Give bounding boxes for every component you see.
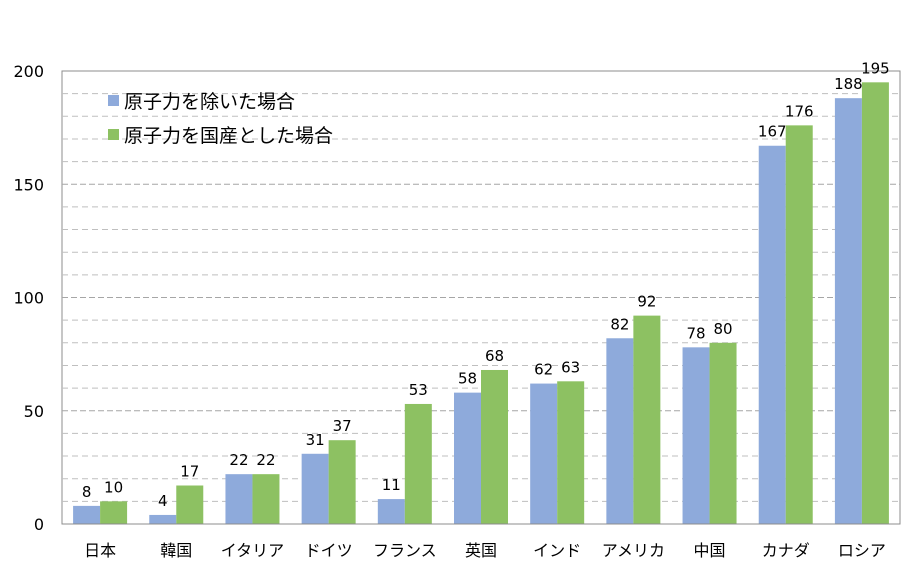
y-tick-label: 100 — [13, 289, 44, 308]
legend-swatch — [108, 129, 119, 140]
bar-nuclear-as-domestic — [709, 342, 737, 524]
x-category-label: インド — [533, 541, 581, 560]
bar-value-label: 78 — [686, 324, 705, 342]
x-category-label: アメリカ — [602, 541, 665, 560]
bar-value-label: 17 — [180, 462, 199, 480]
x-category-label: 日本 — [84, 541, 116, 560]
bar-nuclear-as-domestic — [481, 369, 508, 524]
bar-value-label: 92 — [637, 293, 656, 311]
y-tick-label: 150 — [13, 175, 44, 194]
bar-excluding-nuclear — [149, 514, 177, 524]
legend-swatch — [108, 95, 119, 106]
bar-nuclear-as-domestic — [404, 403, 432, 524]
bar-nuclear-as-domestic — [176, 485, 204, 524]
x-category-label: ドイツ — [305, 541, 353, 560]
x-category-label: 英国 — [465, 541, 497, 560]
bar-value-label: 188 — [834, 75, 863, 93]
bar-value-label: 62 — [534, 361, 553, 379]
bar-value-label: 176 — [785, 102, 814, 120]
bar-excluding-nuclear — [758, 145, 786, 524]
bar-value-label: 167 — [758, 123, 787, 141]
x-category-label: イタリア — [221, 541, 284, 560]
x-category-label: カナダ — [762, 541, 810, 560]
bar-excluding-nuclear — [301, 453, 329, 524]
bar-excluding-nuclear — [73, 505, 101, 524]
bar-excluding-nuclear — [225, 474, 253, 524]
bar-nuclear-as-domestic — [785, 125, 813, 525]
bar-excluding-nuclear — [682, 347, 710, 524]
bar-nuclear-as-domestic — [861, 82, 889, 524]
bar-nuclear-as-domestic — [633, 315, 661, 524]
data-labels: 8 10 4 17 22 22 31 37 11 53 58 68 62 63 82 92 78 80 167 176… — [82, 59, 890, 510]
axes: 0 50 100 150 200 日本 韓国 イタリア ドイツ フランス 英国 インド アメリカ 中国 カナ… — [13, 62, 900, 560]
bar-value-label: 4 — [158, 492, 168, 510]
bar-excluding-nuclear — [834, 98, 862, 525]
bar-nuclear-as-domestic — [328, 440, 356, 524]
legend-label: 原子力を国産とした場合 — [124, 125, 333, 147]
bar-nuclear-as-domestic — [252, 474, 280, 524]
bar-value-label: 68 — [485, 347, 504, 365]
bar-excluding-nuclear — [377, 499, 405, 524]
bar-excluding-nuclear — [454, 392, 481, 524]
x-category-label: 中国 — [694, 541, 726, 560]
bar-value-label: 37 — [333, 417, 352, 435]
bar-excluding-nuclear — [530, 383, 558, 524]
bar-value-label: 53 — [409, 381, 428, 399]
bar-value-label: 31 — [306, 431, 325, 449]
bar-nuclear-as-domestic — [100, 501, 128, 524]
y-tick-label: 200 — [13, 62, 44, 81]
legend-label: 原子力を除いた場合 — [124, 91, 295, 113]
bar-value-label: 22 — [229, 451, 248, 469]
bar-nuclear-as-domestic — [557, 381, 585, 524]
bars — [73, 82, 889, 525]
bar-excluding-nuclear — [606, 338, 634, 524]
y-tick-label: 0 — [34, 515, 44, 534]
bar-value-label: 82 — [610, 315, 629, 333]
bar-value-label: 58 — [458, 370, 477, 388]
x-category-label: 韓国 — [160, 541, 192, 560]
bar-value-label: 22 — [256, 451, 275, 469]
bar-value-label: 63 — [561, 358, 580, 376]
x-category-label: ロシア — [838, 541, 886, 560]
bar-value-label: 80 — [713, 320, 732, 338]
y-tick-label: 50 — [24, 402, 44, 421]
bar-value-label: 195 — [861, 59, 890, 77]
bar-value-label: 11 — [382, 476, 401, 494]
bar-value-label: 10 — [104, 478, 123, 496]
bar-value-label: 8 — [82, 483, 92, 501]
x-category-label: フランス — [373, 541, 437, 560]
